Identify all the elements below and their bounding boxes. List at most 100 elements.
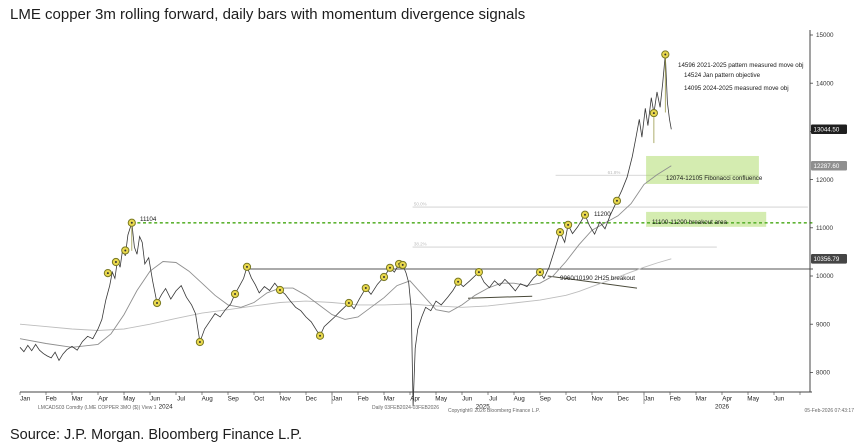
annotation-label: 14524 Jan pattern objective <box>684 72 761 79</box>
price-series <box>19 54 672 407</box>
moving-average-slow <box>19 258 672 331</box>
divergence-signal-marker <box>555 228 565 237</box>
price-badge <box>811 160 847 171</box>
svg-text:Jan: Jan <box>20 396 31 403</box>
y-axis: 15000140001300012000110001000090008000 <box>809 30 834 392</box>
svg-text:50.0%: 50.0% <box>414 202 427 207</box>
chart-annotations: 14596 2021-2025 pattern measured move ob… <box>140 62 804 282</box>
svg-text:Jan: Jan <box>644 396 655 403</box>
svg-text:12000: 12000 <box>816 177 834 184</box>
divergence-signal-marker <box>127 218 136 227</box>
svg-text:2025: 2025 <box>476 404 491 411</box>
divergence-signal-marker <box>361 283 370 293</box>
svg-text:12287.60: 12287.60 <box>814 163 840 170</box>
svg-text:Jun: Jun <box>150 396 161 403</box>
svg-text:Aug: Aug <box>202 396 214 403</box>
annotation-label: 11100-11200 breakout area <box>652 219 728 226</box>
svg-text:Mar: Mar <box>72 396 83 403</box>
svg-text:2024: 2024 <box>159 404 174 411</box>
divergence-signal-marker <box>103 269 112 278</box>
svg-text:May: May <box>747 396 760 403</box>
moving-average-fast <box>19 165 672 348</box>
svg-text:Mar: Mar <box>384 396 395 403</box>
chart-title: LME copper 3m rolling forward, daily bar… <box>10 6 526 23</box>
svg-text:May: May <box>123 396 136 403</box>
price-badge <box>811 124 847 135</box>
date-range-text: Daily 03FEB2024-03FEB2026 <box>372 405 439 411</box>
svg-text:Apr: Apr <box>410 396 420 403</box>
annotation-label: 11104 <box>140 216 157 223</box>
divergence-signal-marker <box>242 262 252 271</box>
annotation-label: 14596 2021-2025 pattern measured move ob… <box>678 62 804 69</box>
timestamp-text: 05-Feb-2026 07:43:17 <box>804 408 854 414</box>
svg-text:Nov: Nov <box>592 396 604 403</box>
svg-text:11000: 11000 <box>816 225 834 232</box>
svg-text:13044.50: 13044.50 <box>814 127 840 134</box>
momentum-divergence-signals <box>103 50 670 347</box>
divergence-signal-marker <box>195 337 205 347</box>
divergence-signal-marker <box>275 285 285 295</box>
divergence-signal-marker <box>612 196 622 205</box>
svg-text:Oct: Oct <box>254 396 264 403</box>
svg-text:Sep: Sep <box>540 396 552 403</box>
annotation-label: 14095 2024-2025 measured move obj <box>684 85 789 92</box>
annotation-label: 9960/10190 2H25 breakout <box>560 275 635 282</box>
price-badge <box>811 254 847 264</box>
divergence-signal-marker <box>111 257 121 267</box>
svg-text:Sep: Sep <box>228 396 240 403</box>
highlight-boxes <box>646 155 767 227</box>
copyright-text: Copyright© 2026 Bloomberg Finance L.P. <box>448 408 540 414</box>
svg-text:Feb: Feb <box>46 396 57 403</box>
svg-text:Feb: Feb <box>670 396 681 403</box>
svg-text:Nov: Nov <box>280 396 292 403</box>
key-levels <box>131 221 813 299</box>
divergence-signal-marker <box>661 50 670 59</box>
svg-text:Apr: Apr <box>98 396 108 403</box>
annotation-label: 11200 <box>594 211 611 218</box>
divergence-signal-marker <box>230 289 240 299</box>
svg-text:Jun: Jun <box>774 396 785 403</box>
divergence-signal-marker <box>385 263 395 272</box>
svg-text:38.2%: 38.2% <box>414 242 427 247</box>
svg-text:15000: 15000 <box>816 32 834 39</box>
svg-text:Jul: Jul <box>489 396 497 403</box>
svg-text:14000: 14000 <box>816 80 834 87</box>
svg-text:10000: 10000 <box>816 273 834 280</box>
x-axis: Jan Feb Mar Apr May Jun Jul Aug Sep Oct Nov Dec Jan F… <box>19 391 812 411</box>
trend-segment <box>547 275 638 289</box>
divergence-signal-marker <box>580 210 590 219</box>
svg-text:Apr: Apr <box>722 396 732 403</box>
axis-price-badges: 13044.50 12287.60 10356.79 <box>811 124 847 264</box>
svg-text:Mar: Mar <box>696 396 707 403</box>
svg-text:9000: 9000 <box>816 321 831 328</box>
svg-text:Oct: Oct <box>566 396 576 403</box>
svg-text:10356.79: 10356.79 <box>814 256 840 263</box>
divergence-signal-marker <box>379 272 389 282</box>
svg-text:May: May <box>435 396 448 403</box>
annotation-label: 12074-12105 Fibonacci confluence <box>666 175 763 182</box>
divergence-signal-marker <box>315 331 325 340</box>
divergence-signal-marker <box>152 298 162 308</box>
svg-text:Jun: Jun <box>462 396 473 403</box>
divergence-signal-marker <box>344 298 353 308</box>
divergence-signal-marker <box>535 268 545 277</box>
svg-text:2026: 2026 <box>715 404 730 411</box>
svg-text:Aug: Aug <box>514 396 526 403</box>
svg-text:Jul: Jul <box>177 396 185 403</box>
divergence-signal-marker <box>474 268 483 277</box>
divergence-signal-marker <box>454 277 463 286</box>
divergence-signal-marker <box>563 220 573 230</box>
divergence-signal-marker <box>121 246 130 255</box>
svg-text:Dec: Dec <box>306 396 317 403</box>
svg-text:Dec: Dec <box>618 396 629 403</box>
divergence-signal-marker <box>398 260 407 270</box>
ticker-text: LMCADS03 Comdty (LME COPPER 3MO ($)) Vie… <box>38 405 157 411</box>
divergence-signal-marker <box>649 108 658 118</box>
svg-text:Feb: Feb <box>358 396 369 403</box>
svg-text:Jan: Jan <box>332 396 343 403</box>
svg-text:8000: 8000 <box>816 370 831 377</box>
svg-text:61.8%: 61.8% <box>608 170 621 175</box>
trend-segment <box>467 295 533 299</box>
